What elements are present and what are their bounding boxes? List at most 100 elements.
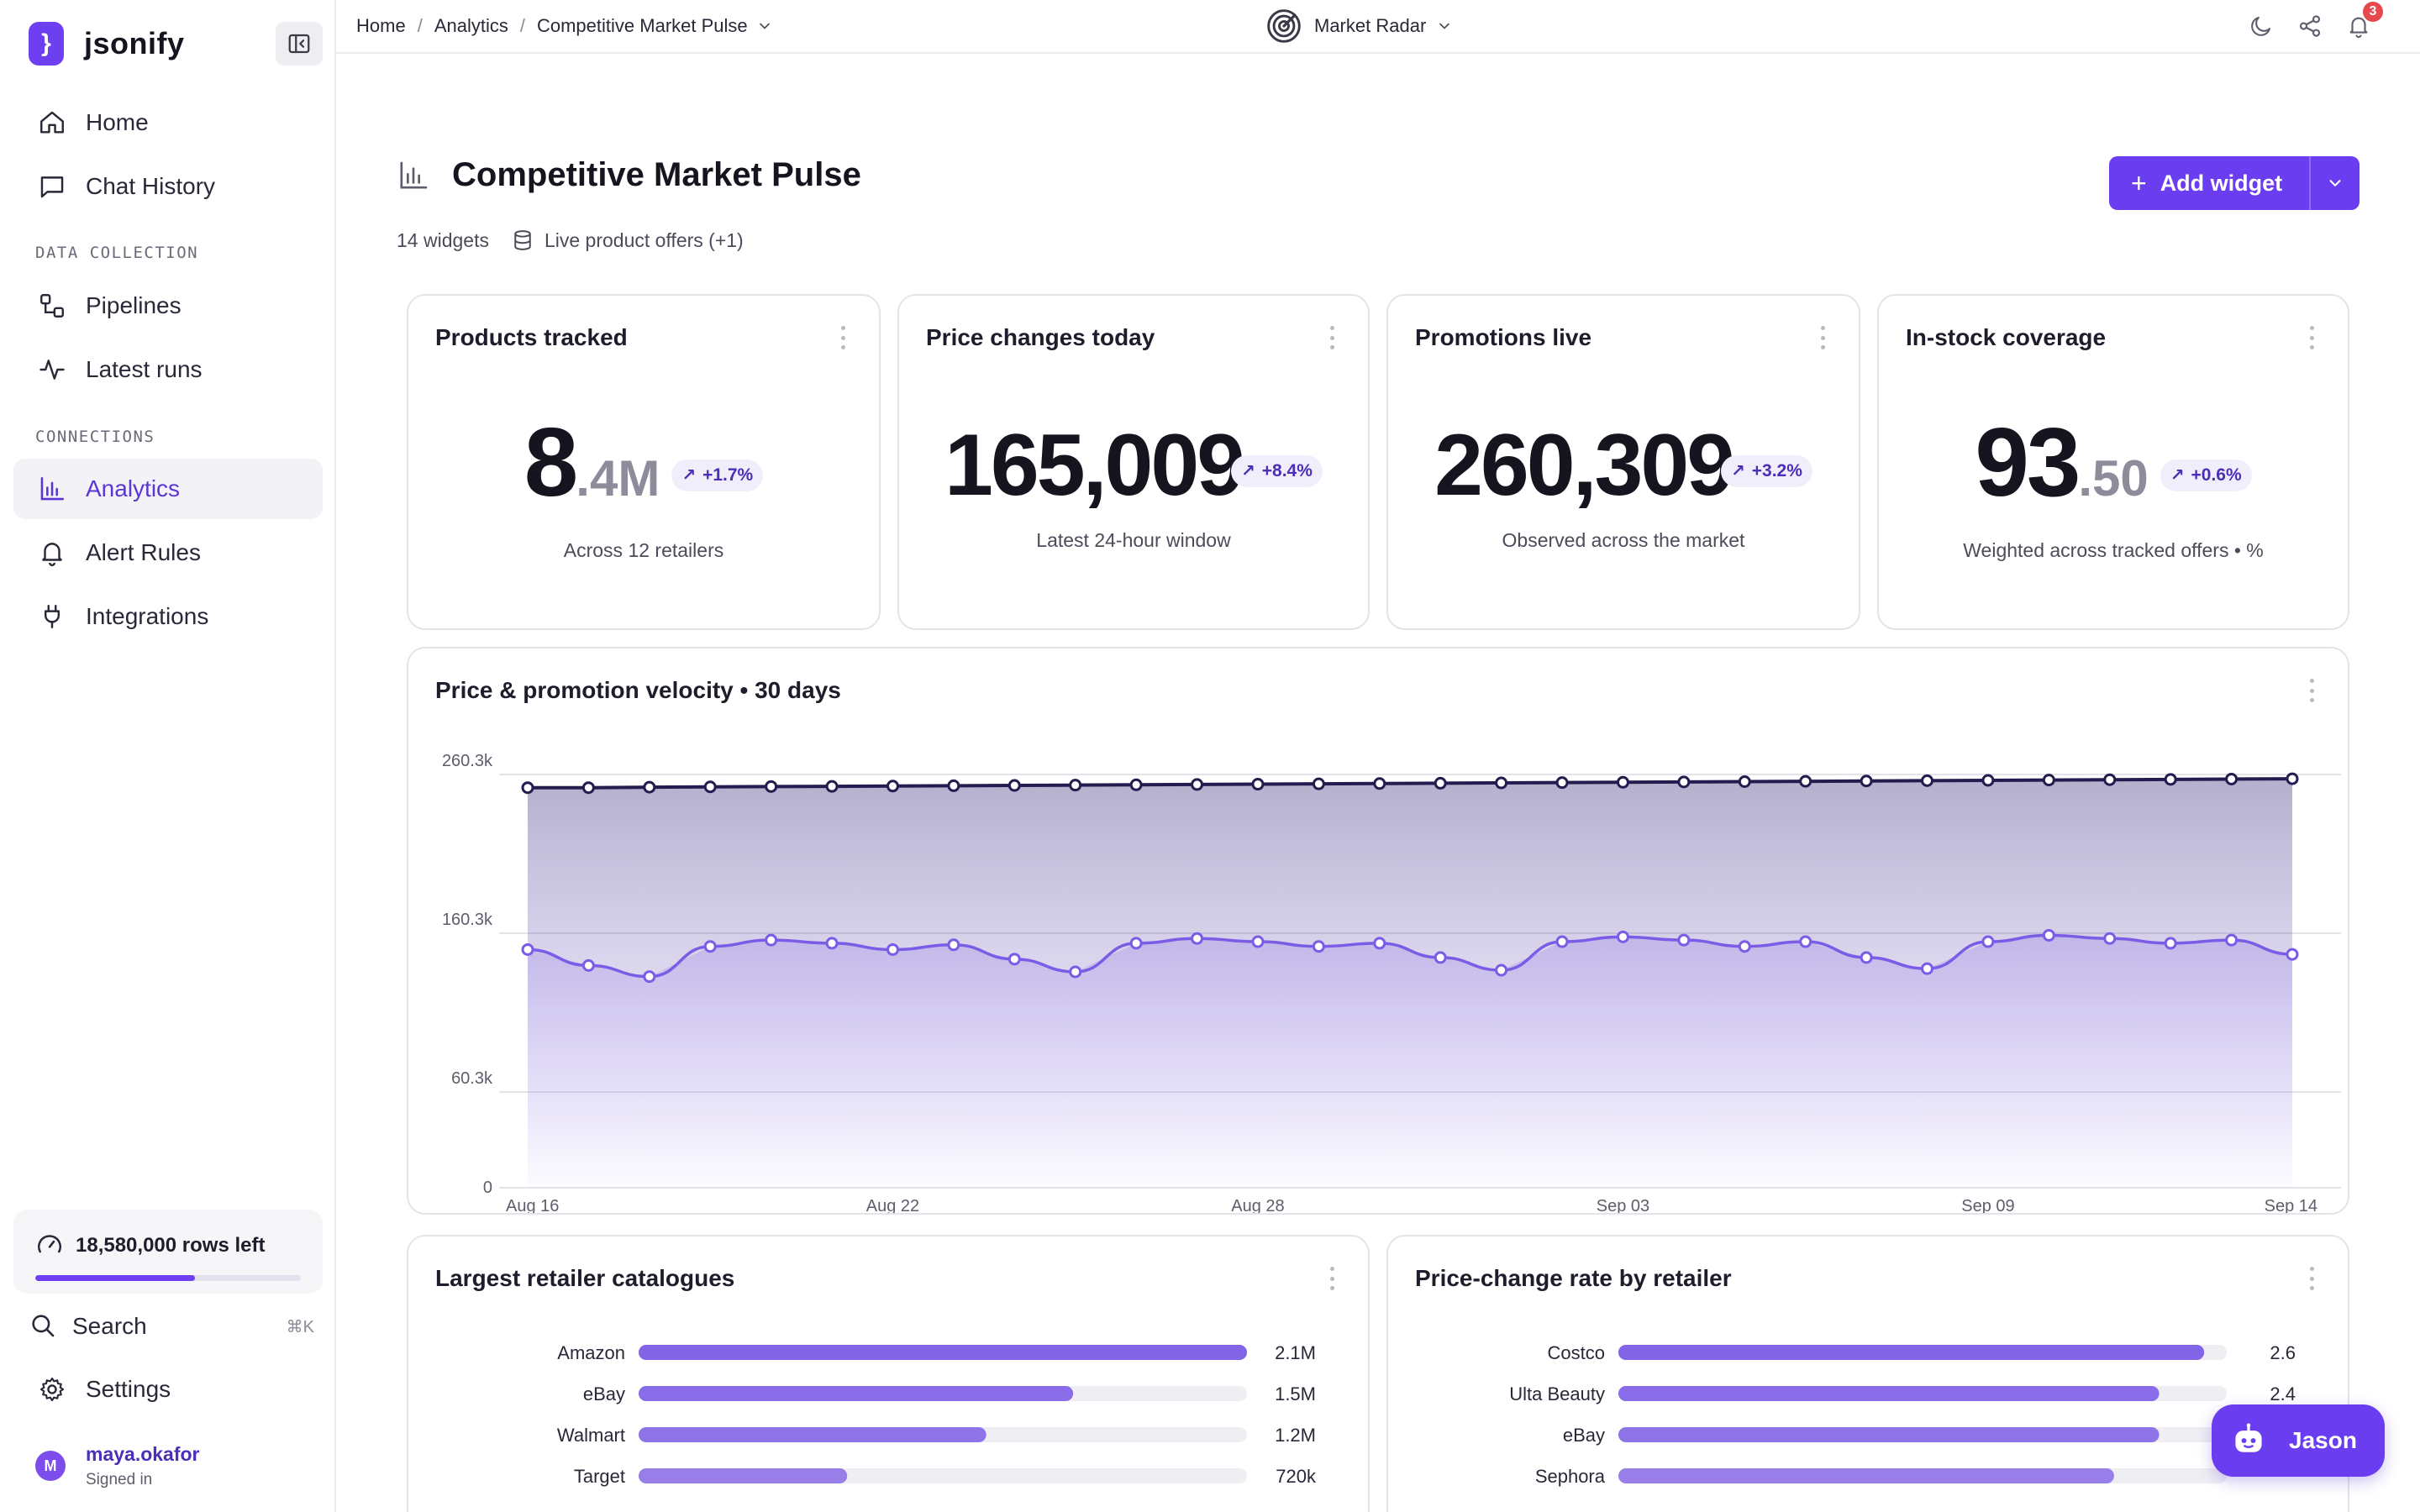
data-point[interactable] — [1860, 951, 1873, 964]
chevron-down-icon[interactable] — [756, 18, 773, 34]
notification-bell-icon[interactable]: 3 — [2344, 2, 2383, 40]
data-point[interactable] — [521, 942, 534, 956]
data-point[interactable] — [1191, 932, 1204, 945]
data-point[interactable] — [1129, 778, 1143, 791]
data-point[interactable] — [1921, 962, 1934, 975]
bar[interactable] — [639, 1345, 1247, 1360]
data-point[interactable] — [1129, 937, 1143, 950]
data-point[interactable] — [765, 933, 778, 947]
breadcrumb-analytics[interactable]: Analytics — [434, 15, 508, 36]
data-point[interactable] — [2164, 773, 2177, 786]
data-point[interactable] — [2164, 937, 2177, 950]
data-point[interactable] — [521, 781, 534, 795]
data-point[interactable] — [2225, 772, 2238, 785]
data-point[interactable] — [1799, 935, 1812, 948]
data-point[interactable] — [1191, 778, 1204, 791]
data-point[interactable] — [1434, 951, 1447, 964]
more-options-icon[interactable] — [2307, 1267, 2316, 1290]
sidebar-item-settings[interactable]: Settings — [13, 1359, 323, 1420]
data-point[interactable] — [1981, 935, 1995, 948]
data-point[interactable] — [1007, 779, 1021, 792]
share-icon[interactable] — [2296, 12, 2324, 40]
data-point[interactable] — [581, 781, 595, 795]
bar[interactable] — [639, 1468, 848, 1483]
more-options-icon[interactable] — [1328, 326, 1336, 349]
rows-quota-card[interactable]: 18,580,000 rows left — [13, 1210, 323, 1294]
more-options-icon[interactable] — [1818, 326, 1827, 349]
data-point[interactable] — [643, 780, 656, 794]
data-point[interactable] — [947, 779, 960, 792]
data-point[interactable] — [947, 938, 960, 952]
data-point[interactable] — [1799, 774, 1812, 788]
data-point[interactable] — [2042, 774, 2055, 787]
data-point[interactable] — [1373, 777, 1386, 790]
data-point[interactable] — [1007, 953, 1021, 966]
bar[interactable] — [1618, 1427, 2160, 1442]
data-point[interactable] — [703, 940, 717, 953]
data-point[interactable] — [1555, 776, 1569, 790]
data-point[interactable] — [1981, 774, 1995, 787]
data-point[interactable] — [2225, 933, 2238, 947]
data-point[interactable] — [581, 958, 595, 972]
data-point[interactable] — [1677, 933, 1691, 947]
data-point[interactable] — [1921, 774, 1934, 787]
data-point[interactable] — [1677, 775, 1691, 789]
data-point[interactable] — [1860, 774, 1873, 788]
more-options-icon[interactable] — [2307, 679, 2316, 702]
user-profile[interactable]: M maya.okafor Signed in — [35, 1436, 200, 1495]
data-point[interactable] — [1251, 778, 1265, 791]
workspace-switcher[interactable]: Market Radar — [1265, 0, 1453, 52]
bar[interactable] — [1618, 1345, 2205, 1360]
bar[interactable] — [639, 1386, 1074, 1401]
data-point[interactable] — [1495, 776, 1508, 790]
data-point[interactable] — [825, 937, 839, 950]
sidebar-item-integrations[interactable]: Integrations — [13, 586, 323, 647]
data-point[interactable] — [2286, 948, 2299, 961]
more-options-icon[interactable] — [2307, 326, 2316, 349]
add-widget-primary[interactable]: + Add widget — [2109, 156, 2309, 210]
data-point[interactable] — [1495, 963, 1508, 977]
data-point[interactable] — [1555, 935, 1569, 948]
data-point[interactable] — [1069, 965, 1082, 979]
data-point[interactable] — [703, 780, 717, 794]
breadcrumb-current[interactable]: Competitive Market Pulse — [536, 15, 748, 36]
add-widget-menu-toggle[interactable] — [2309, 156, 2360, 210]
bar[interactable] — [639, 1427, 986, 1442]
data-point[interactable] — [765, 780, 778, 793]
data-point[interactable] — [2103, 773, 2117, 786]
more-options-icon[interactable] — [839, 326, 847, 349]
collapse-sidebar-button[interactable] — [276, 22, 323, 66]
sidebar-item-analytics[interactable]: Analytics — [13, 459, 323, 519]
data-point[interactable] — [1738, 940, 1751, 953]
moon-icon[interactable] — [2247, 12, 2275, 40]
data-point[interactable] — [825, 780, 839, 793]
sidebar-item-latest-runs[interactable]: Latest runs — [13, 339, 323, 400]
sidebar-item-pipelines[interactable]: Pipelines — [13, 276, 323, 336]
assistant-chat-button[interactable]: Jason — [2212, 1404, 2385, 1477]
data-point[interactable] — [2103, 932, 2117, 945]
add-widget-button[interactable]: + Add widget — [2109, 156, 2360, 210]
data-point[interactable] — [2286, 772, 2299, 785]
more-options-icon[interactable] — [1328, 1267, 1336, 1290]
data-point[interactable] — [643, 970, 656, 984]
data-point[interactable] — [1738, 775, 1751, 789]
sidebar-item-chat-history[interactable]: Chat History — [13, 156, 323, 217]
data-point[interactable] — [2042, 928, 2055, 942]
data-source-label[interactable]: Live product offers (+1) — [544, 228, 744, 251]
data-point[interactable] — [1616, 775, 1629, 789]
bar[interactable] — [1618, 1386, 2160, 1401]
brand[interactable]: } jsonify — [29, 22, 185, 66]
data-point[interactable] — [1616, 930, 1629, 943]
bar[interactable] — [1618, 1468, 2114, 1483]
data-point[interactable] — [1434, 776, 1447, 790]
data-point[interactable] — [1312, 940, 1325, 953]
data-point[interactable] — [1373, 937, 1386, 950]
data-point[interactable] — [1312, 777, 1325, 790]
breadcrumb-home[interactable]: Home — [356, 15, 406, 36]
data-point[interactable] — [886, 942, 899, 956]
data-point[interactable] — [1251, 935, 1265, 948]
sidebar-search[interactable]: Search ⌘K — [29, 1305, 314, 1347]
data-point[interactable] — [886, 780, 899, 793]
sidebar-item-home[interactable]: Home — [13, 92, 323, 153]
data-point[interactable] — [1069, 779, 1082, 792]
